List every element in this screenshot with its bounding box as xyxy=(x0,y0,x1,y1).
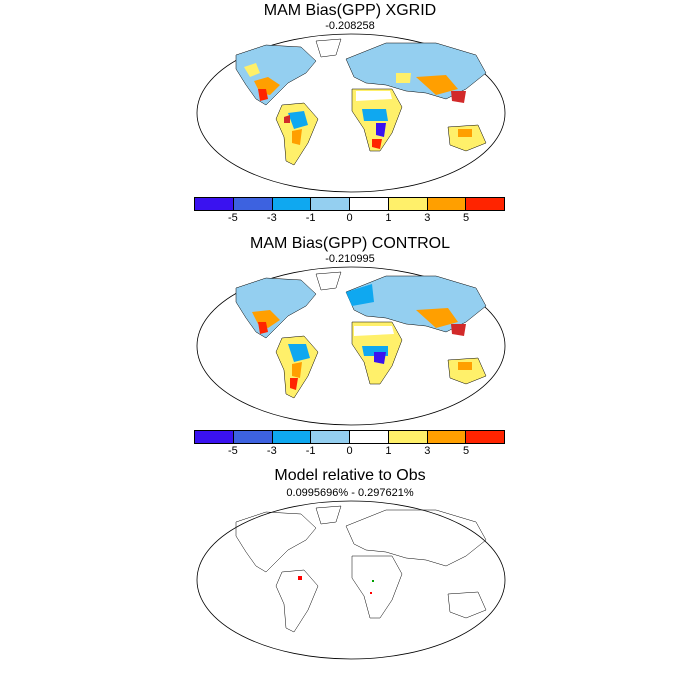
site-marker xyxy=(370,592,372,594)
north-america xyxy=(235,44,317,106)
colorbar-box xyxy=(387,197,428,211)
colorbar-ticks: -5 -3 -1 0 1 3 5 xyxy=(194,212,505,226)
tick-label: -1 xyxy=(305,212,316,224)
site-marker xyxy=(372,580,374,582)
panel-title: MAM Bias(GPP) CONTROL xyxy=(249,235,450,252)
eurasia xyxy=(345,509,487,567)
colorbar-box xyxy=(349,197,389,211)
colorbar-box xyxy=(271,197,312,211)
panel-title: MAM Bias(GPP) XGRID xyxy=(263,2,437,19)
australia xyxy=(447,124,487,152)
greenland xyxy=(315,38,342,58)
colorbar-box xyxy=(387,430,428,444)
colorbar-ticks: -5 -3 -1 0 1 3 5 xyxy=(194,445,505,459)
tick-label: -5 xyxy=(228,212,238,224)
colorbar-box xyxy=(465,197,505,211)
greenland xyxy=(315,271,342,291)
colorbar-box xyxy=(232,430,273,444)
world-map-relative xyxy=(196,500,506,660)
panel-xgrid: MAM Bias(GPP) XGRID -0.208258 xyxy=(0,0,700,235)
africa xyxy=(351,555,403,619)
tick-label: 5 xyxy=(463,445,470,457)
panel-subtitle: -0.208258 xyxy=(325,20,375,32)
tick-label: -3 xyxy=(266,445,277,457)
panel-model-relative: Model relative to Obs 0.0995696% - 0.297… xyxy=(0,467,700,660)
colorbar xyxy=(194,430,505,444)
colorbar-box xyxy=(310,197,350,211)
colorbar-box xyxy=(271,430,312,444)
colorbar-box xyxy=(349,430,389,444)
tick-label: -3 xyxy=(266,212,277,224)
colorbar-box xyxy=(426,197,467,211)
colorbar xyxy=(194,197,505,211)
colorbar-box xyxy=(194,430,234,444)
north-america xyxy=(235,277,317,339)
site-marker xyxy=(298,576,302,580)
tick-label: 3 xyxy=(424,445,431,457)
panel-control: MAM Bias(GPP) CONTROL -0.210995 -5 xyxy=(0,233,700,468)
tick-label: 1 xyxy=(385,445,392,457)
tick-label: 1 xyxy=(385,212,392,224)
australia xyxy=(447,591,487,619)
tick-label: -1 xyxy=(305,445,316,457)
world-map-control xyxy=(196,266,506,426)
tick-label: 3 xyxy=(424,212,431,224)
colorbar-box xyxy=(194,197,234,211)
australia xyxy=(447,357,487,385)
greenland xyxy=(315,505,342,525)
tick-label: 5 xyxy=(463,212,470,224)
panel-subtitle: -0.210995 xyxy=(325,253,375,265)
tick-label: 0 xyxy=(346,212,353,224)
tick-label: 0 xyxy=(346,445,353,457)
panel-title: Model relative to Obs xyxy=(274,467,426,484)
globe-outline xyxy=(196,500,506,660)
colorbar-box xyxy=(465,430,505,444)
world-map-xgrid xyxy=(196,33,506,193)
colorbar-box xyxy=(426,430,467,444)
panel-subtitle: 0.0995696% - 0.297621% xyxy=(286,487,414,499)
colorbar-box xyxy=(232,197,273,211)
colorbar-box xyxy=(310,430,350,444)
tick-label: -5 xyxy=(228,445,238,457)
north-america xyxy=(235,511,317,573)
south-america xyxy=(275,569,319,633)
